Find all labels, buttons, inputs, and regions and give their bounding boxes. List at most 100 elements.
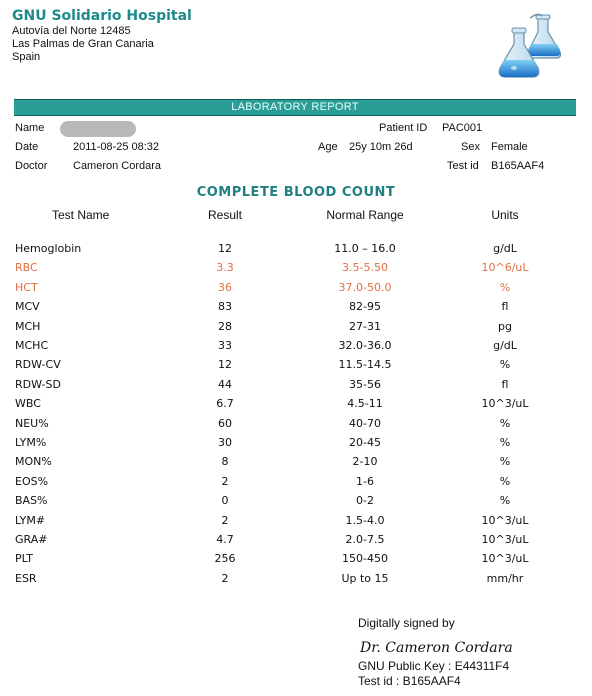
result-cell: 12 (218, 358, 232, 372)
units-cell: g/dL (493, 339, 517, 352)
column-header-normal-range: Normal Range (326, 208, 404, 222)
test-name-cell: MON% (15, 455, 52, 469)
normal-range-cell: Up to 15 (341, 571, 389, 585)
units-cell: pg (498, 319, 512, 333)
date-value: 2011-08-25 08:32 (73, 141, 160, 153)
table-row: RBC 3.3 3.5-5.50 10^6/uL (0, 261, 592, 280)
units-cell: 10^3/uL (481, 552, 529, 566)
test-name-cell: MCHC (15, 339, 49, 352)
test-name-cell: RDW-SD (15, 377, 61, 391)
normal-range-cell: 2.0-7.5 (345, 533, 385, 546)
result-cell: 8 (221, 455, 229, 469)
table-row: MCV 83 82-95 fl (0, 300, 592, 319)
test-name-cell: GRA# (15, 533, 48, 546)
test-name-cell: MCV (15, 300, 40, 314)
test-name-cell: ESR (15, 571, 37, 585)
table-row: LYM% 30 20-45% (0, 436, 592, 455)
test-name-cell: BAS% (15, 494, 48, 508)
result-cell: 60 (218, 416, 232, 430)
test-name-cell: Hemoglobin (15, 242, 82, 255)
normal-range-cell: 2-10 (352, 455, 378, 469)
units-cell: mm/hr (486, 571, 524, 585)
units-cell: % (499, 416, 511, 430)
result-cell: 44 (218, 377, 232, 391)
normal-range-cell: 20-45 (349, 436, 381, 449)
signature: Dr. Cameron Cordara (360, 640, 513, 656)
table-row: EOS% 2 1-6% (0, 475, 592, 494)
normal-range-cell: 11.0 – 16.0 (334, 242, 396, 255)
date-label: Date (15, 141, 39, 153)
result-cell: 2 (221, 474, 229, 488)
normal-range-cell: 35-56 (349, 377, 381, 391)
result-cell: 2 (221, 571, 229, 585)
table-row: GRA# 4.7 2.0-7.5 10^3/uL (0, 533, 592, 552)
result-cell: 2 (221, 513, 229, 527)
units-cell: 10^3/uL (481, 397, 529, 411)
units-cell: % (499, 280, 511, 294)
table-row: LYM# 2 1.5-4.0 10^3/uL (0, 514, 592, 533)
table-row: HCT 36 37.0-50.0% (0, 281, 592, 300)
age-label: Age (318, 141, 338, 153)
test-id-value: B165AAF4 (491, 160, 545, 172)
units-cell: % (499, 358, 511, 372)
result-cell: 3.3 (216, 261, 234, 275)
redacted-name (60, 121, 136, 137)
units-cell: g/dL (493, 242, 517, 255)
public-key: GNU Public Key : E44311F4 (358, 659, 510, 673)
units-cell: fl (501, 377, 509, 391)
normal-range-cell: 40-70 (349, 416, 381, 430)
sex-value: Female (491, 141, 528, 153)
name-label: Name (15, 122, 45, 134)
units-cell: fl (501, 300, 509, 314)
test-name-cell: PLT (15, 552, 33, 566)
normal-range-cell: 3.5-5.50 (342, 261, 388, 275)
normal-range-cell: 1.5-4.0 (345, 513, 385, 527)
units-cell: % (499, 455, 511, 469)
table-row: RDW-CV 12 11.5-14.5% (0, 358, 592, 377)
hospital-address-line-1: Autovía del Norte 12485 (12, 25, 131, 37)
column-header-units: Units (491, 208, 519, 222)
table-row: MCH 28 27-31 pg (0, 320, 592, 339)
doctor-value: Cameron Cordara (73, 160, 162, 172)
normal-range-cell: 37.0-50.0 (338, 280, 392, 294)
normal-range-cell: 32.0-36.0 (338, 339, 392, 352)
test-id-label: Test id (447, 160, 479, 172)
patient-id-value: PAC001 (442, 122, 483, 134)
report-title-bar: LABORATORY REPORT (14, 99, 576, 116)
table-row: ESR 2 Up to 15 mm/hr (0, 572, 592, 591)
table-row: WBC 6.7 4.5-11 10^3/uL (0, 397, 592, 416)
normal-range-cell: 1-6 (356, 474, 374, 488)
result-cell: 28 (218, 319, 232, 333)
result-cell: 30 (218, 436, 232, 449)
units-cell: 10^3/uL (481, 533, 529, 546)
test-name-cell: LYM# (15, 513, 46, 527)
result-cell: 256 (214, 552, 236, 566)
normal-range-cell: 27-31 (349, 319, 381, 333)
table-row: Hemoglobin 12 11.0 – 16.0 g/dL (0, 242, 592, 261)
normal-range-cell: 11.5-14.5 (338, 358, 392, 372)
patient-id-label: Patient ID (379, 122, 428, 134)
test-name-cell: HCT (15, 280, 38, 294)
signature-test-id: Test id : B165AAF4 (358, 674, 461, 688)
test-name-cell: MCH (15, 319, 41, 333)
units-cell: 10^3/uL (481, 513, 529, 527)
result-cell: 12 (218, 242, 232, 255)
test-name-cell: LYM% (15, 436, 47, 449)
normal-range-cell: 82-95 (349, 300, 381, 314)
report-title: LABORATORY REPORT (231, 101, 359, 113)
table-row: BAS% 0 0-2% (0, 494, 592, 513)
result-cell: 6.7 (216, 397, 234, 411)
units-cell: 10^6/uL (481, 261, 529, 275)
section-title: COMPLETE BLOOD COUNT (196, 185, 396, 200)
sex-label: Sex (461, 141, 480, 153)
doctor-label: Doctor (15, 160, 48, 172)
units-cell: % (499, 474, 511, 488)
result-cell: 33 (218, 339, 232, 352)
normal-range-cell: 4.5-11 (347, 397, 383, 411)
column-header-result: Result (207, 208, 242, 222)
units-cell: % (499, 494, 511, 508)
signed-by-label: Digitally signed by (358, 616, 455, 630)
units-cell: % (499, 436, 511, 449)
lab-flasks-icon (498, 12, 564, 82)
hospital-name: GNU Solidario Hospital (12, 8, 192, 24)
